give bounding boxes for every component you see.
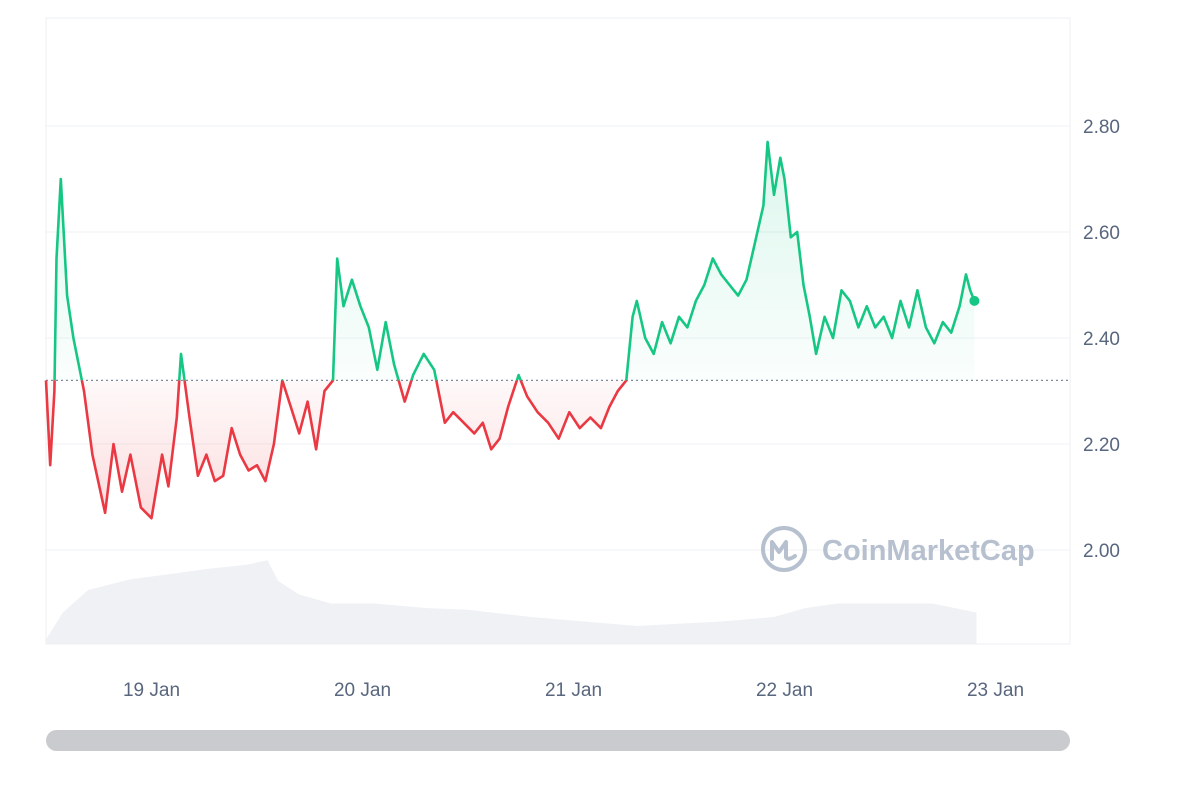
current-price-dot[interactable] xyxy=(969,295,980,306)
volume-area xyxy=(46,560,977,644)
price-area-below-baseline xyxy=(46,380,975,519)
coinmarketcap-logo-icon xyxy=(761,526,807,572)
x-tick-label: 22 Jan xyxy=(756,680,813,701)
y-tick-label: 2.60 xyxy=(1083,223,1120,244)
chart-range-scrollbar[interactable] xyxy=(46,730,1070,751)
y-tick-label: 2.20 xyxy=(1083,435,1120,456)
x-tick-label: 20 Jan xyxy=(334,680,391,701)
y-axis: 2.80 2.60 2.40 2.20 2.00 xyxy=(1083,117,1120,562)
x-axis: 19 Jan 20 Jan 21 Jan 22 Jan 23 Jan xyxy=(123,680,1024,701)
price-line-below-baseline[interactable] xyxy=(44,142,974,520)
x-tick-label: 21 Jan xyxy=(545,680,602,701)
watermark-text: CoinMarketCap xyxy=(822,535,1035,567)
watermark: CoinMarketCap xyxy=(761,526,1035,572)
plot-frame xyxy=(45,17,1071,645)
y-tick-label: 2.40 xyxy=(1083,329,1120,350)
x-tick-label: 19 Jan xyxy=(123,680,180,701)
x-tick-label: 23 Jan xyxy=(967,680,1024,701)
y-tick-label: 2.00 xyxy=(1083,541,1120,562)
price-line-above-baseline[interactable] xyxy=(46,140,976,518)
price-area-above-baseline xyxy=(54,141,975,381)
y-tick-label: 2.80 xyxy=(1083,117,1120,138)
